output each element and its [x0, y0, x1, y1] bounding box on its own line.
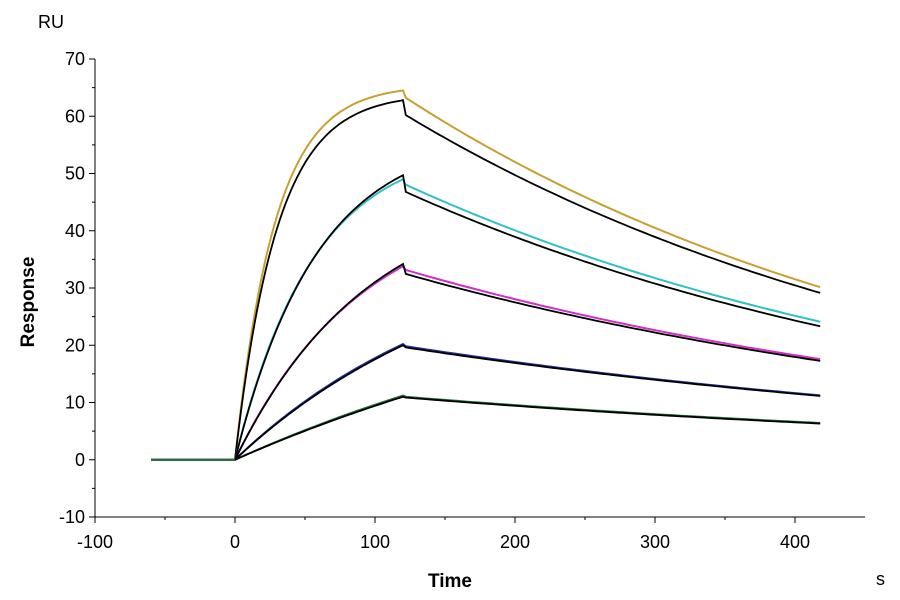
y-tick-label: 60 — [65, 106, 85, 126]
y-unit-label: RU — [38, 12, 64, 32]
y-tick-label: 0 — [75, 450, 85, 470]
data-curve-curve-1 — [151, 89, 821, 461]
curves — [151, 89, 821, 461]
y-tick-label: 20 — [65, 335, 85, 355]
x-tick-label: 0 — [230, 532, 240, 552]
x-tick-label: 200 — [500, 532, 530, 552]
y-tick-label: 10 — [65, 393, 85, 413]
fit-curve-curve-5 — [234, 395, 821, 461]
y-tick-label: 30 — [65, 278, 85, 298]
fit-curve-curve-2 — [234, 173, 821, 461]
fit-curve-curve-1 — [234, 99, 821, 460]
y-tick-label: 40 — [65, 221, 85, 241]
x-axis-title: Time — [428, 571, 472, 592]
x-unit-label: s — [876, 569, 885, 589]
x-tick-label: 100 — [360, 532, 390, 552]
x-tick-label: 400 — [780, 532, 810, 552]
y-axis-title: Response — [18, 257, 39, 348]
y-tick-label: 50 — [65, 164, 85, 184]
fit-curve-curve-4 — [234, 344, 821, 461]
x-tick-label: 300 — [640, 532, 670, 552]
fit-curve-curve-3 — [234, 262, 821, 461]
labels: RU s Time Response — [18, 12, 885, 592]
y-tick-label: -10 — [59, 507, 85, 527]
x-tick-label: -100 — [77, 532, 113, 552]
y-tick-label: 70 — [65, 49, 85, 69]
